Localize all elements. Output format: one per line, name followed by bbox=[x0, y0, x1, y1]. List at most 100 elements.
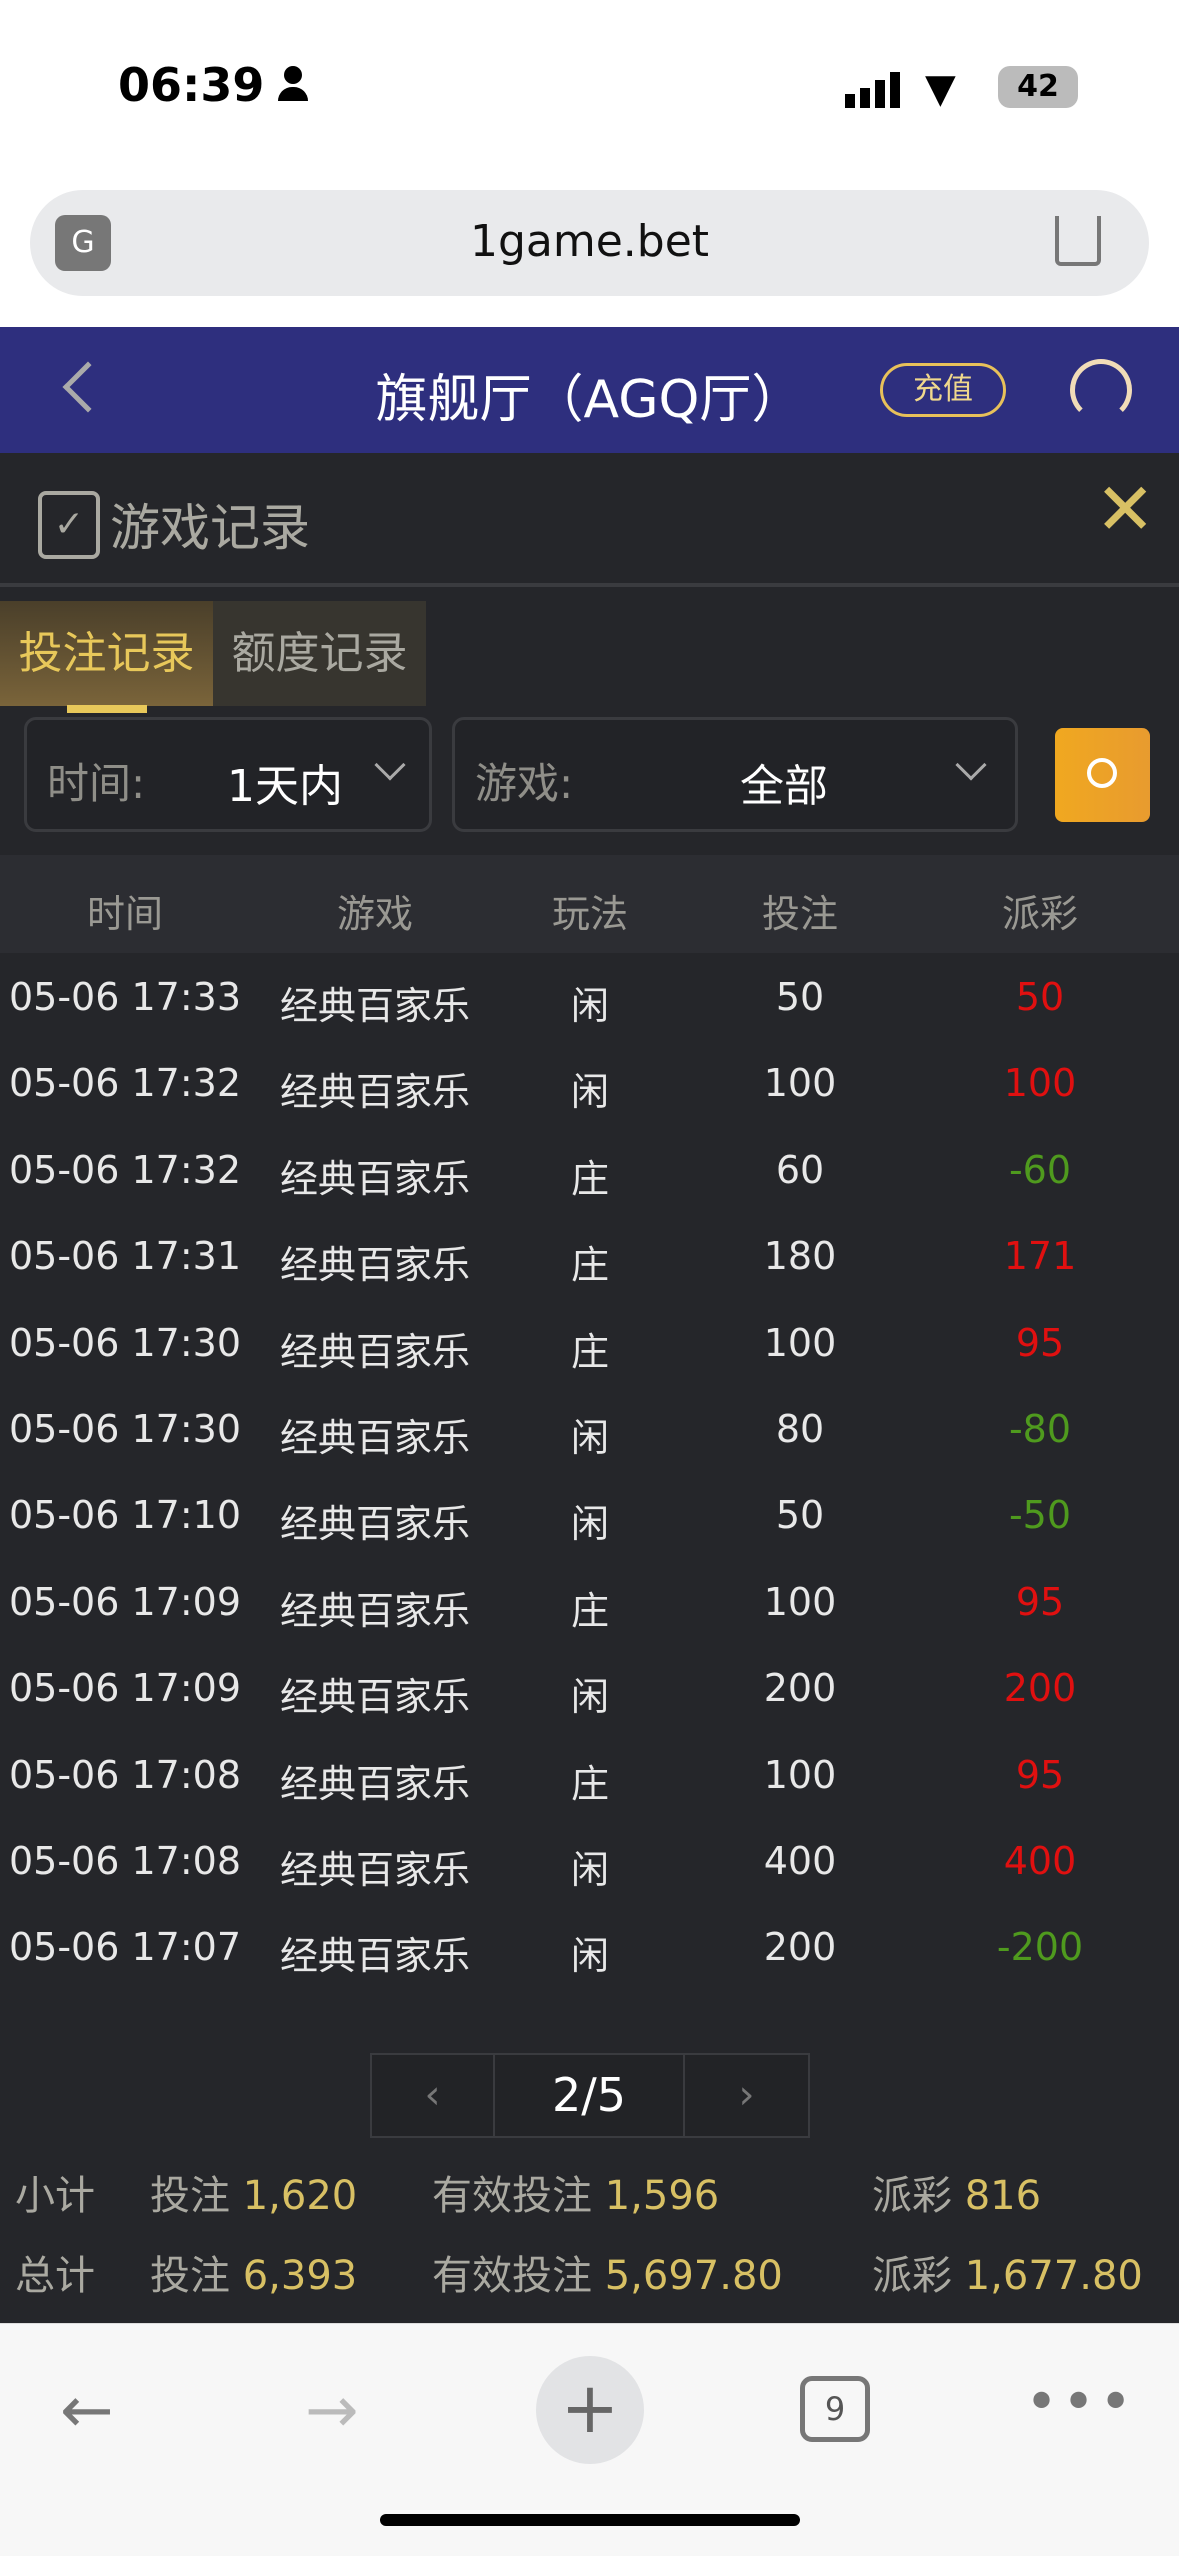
table-row: 05-06 17:30 经典百家乐 闲 80 -80 bbox=[0, 1385, 1179, 1471]
cell-time: 05-06 17:08 bbox=[8, 1839, 241, 1883]
prev-page-button[interactable]: ‹ bbox=[372, 2055, 495, 2136]
cell-play: 闲 bbox=[570, 1416, 609, 1460]
back-arrow-icon[interactable]: ← bbox=[60, 2374, 114, 2448]
game-filter[interactable]: 游戏: 全部 bbox=[452, 717, 1018, 832]
wifi-icon: ▼ bbox=[925, 66, 956, 112]
close-icon[interactable]: ✕ bbox=[1095, 467, 1156, 551]
game-filter-label: 游戏: bbox=[475, 759, 574, 808]
cell-payout: 95 bbox=[1015, 1752, 1065, 1797]
subtotal-row: 小计 bbox=[15, 2163, 95, 2221]
cell-play: 闲 bbox=[570, 984, 609, 1028]
table-row: 05-06 17:10 经典百家乐 闲 50 -50 bbox=[0, 1471, 1179, 1557]
column-play: 玩法 bbox=[551, 892, 628, 936]
cell-game: 经典百家乐 bbox=[279, 1502, 470, 1547]
table-row: 05-06 17:08 经典百家乐 庄 100 95 bbox=[0, 1731, 1179, 1817]
clock: 06:39 bbox=[118, 58, 265, 112]
cell-time: 05-06 17:32 bbox=[8, 1147, 241, 1192]
cell-bet: 400 bbox=[763, 1839, 837, 1883]
value: 1,596 bbox=[604, 2173, 720, 2219]
tabs-count: 9 bbox=[824, 2390, 846, 2428]
label: 派彩 bbox=[872, 2173, 952, 2219]
tabs-button[interactable]: 9 bbox=[800, 2376, 870, 2442]
cell-play: 庄 bbox=[570, 1761, 609, 1806]
table-row: 05-06 17:32 经典百家乐 庄 60 -60 bbox=[0, 1126, 1179, 1212]
cell-bet: 60 bbox=[775, 1147, 825, 1192]
translate-icon[interactable]: G bbox=[55, 215, 111, 271]
cell-play: 庄 bbox=[570, 1156, 609, 1201]
cell-play: 庄 bbox=[570, 1329, 609, 1374]
signal-icon bbox=[845, 70, 905, 108]
subtotal-valid-bet: 有效投注 1,596 bbox=[432, 2163, 719, 2221]
cell-bet: 100 bbox=[763, 1579, 837, 1624]
recharge-button[interactable]: 充值 bbox=[880, 363, 1006, 417]
tab-bet-records[interactable]: 投注记录 bbox=[0, 601, 213, 706]
subtotal-payout: 派彩 816 bbox=[872, 2163, 1041, 2221]
cell-play: 闲 bbox=[570, 1675, 609, 1720]
pagination: ‹ 2/5 › bbox=[370, 2053, 810, 2138]
address-bar[interactable]: G 1game.bet bbox=[30, 190, 1149, 296]
table-header: 时间 游戏 玩法 投注 派彩 bbox=[0, 855, 1179, 953]
table-row: 05-06 17:32 经典百家乐 闲 100 100 bbox=[0, 1039, 1179, 1125]
cell-payout: 50 bbox=[1015, 975, 1065, 1019]
cell-time: 05-06 17:08 bbox=[8, 1752, 241, 1797]
table-row: 05-06 17:31 经典百家乐 庄 180 171 bbox=[0, 1212, 1179, 1298]
battery-icon: 42 bbox=[998, 66, 1078, 108]
tab-balance-records[interactable]: 额度记录 bbox=[213, 601, 426, 706]
time-filter-value: 1天内 bbox=[227, 761, 343, 812]
total-valid-bet: 有效投注 5,697.80 bbox=[432, 2243, 783, 2301]
label: 投注 bbox=[150, 2253, 230, 2299]
status-bar: 06:39 ▼ 42 bbox=[0, 0, 1179, 170]
person-icon bbox=[278, 66, 308, 102]
column-payout: 派彩 bbox=[1001, 892, 1078, 936]
cell-game: 经典百家乐 bbox=[279, 1416, 470, 1460]
label: 有效投注 bbox=[432, 2253, 592, 2299]
cell-time: 05-06 17:10 bbox=[8, 1493, 241, 1538]
forward-arrow-icon[interactable]: → bbox=[305, 2374, 359, 2448]
cell-time: 05-06 17:30 bbox=[8, 1320, 241, 1365]
column-time: 时间 bbox=[86, 892, 163, 936]
cell-game: 经典百家乐 bbox=[279, 984, 470, 1028]
cell-play: 闲 bbox=[570, 1070, 609, 1115]
cell-bet: 180 bbox=[763, 1234, 837, 1279]
value: 6,393 bbox=[242, 2253, 358, 2299]
cell-time: 05-06 17:07 bbox=[8, 1925, 241, 1970]
chevron-down-icon bbox=[374, 749, 406, 781]
cell-time: 05-06 17:30 bbox=[8, 1407, 241, 1451]
game-record-panel: ✓ 游戏记录 ✕ 投注记录 额度记录 时间: 1天内 游戏: 全部 时间 游戏 … bbox=[0, 453, 1179, 2323]
cell-game: 经典百家乐 bbox=[279, 1848, 470, 1892]
url-text[interactable]: 1game.bet bbox=[469, 216, 710, 267]
total-label: 总计 bbox=[15, 2253, 95, 2299]
next-page-button[interactable]: › bbox=[738, 2072, 755, 2118]
cell-play: 庄 bbox=[570, 1243, 609, 1288]
more-icon[interactable]: ••• bbox=[1025, 2370, 1137, 2435]
value: 816 bbox=[964, 2173, 1042, 2219]
app-header: 旗舰厅（AGQ厅） 充值 bbox=[0, 327, 1179, 453]
table-row: 05-06 17:09 经典百家乐 闲 200 200 bbox=[0, 1644, 1179, 1730]
subtotal-label: 小计 bbox=[15, 2173, 95, 2219]
page-title: 旗舰厅（AGQ厅） bbox=[375, 370, 804, 430]
cell-payout: 200 bbox=[1003, 1666, 1077, 1711]
table-row: 05-06 17:07 经典百家乐 闲 200 -200 bbox=[0, 1903, 1179, 1989]
cell-play: 闲 bbox=[570, 1934, 609, 1979]
cell-bet: 100 bbox=[763, 1752, 837, 1797]
cell-game: 经典百家乐 bbox=[279, 1329, 470, 1374]
table-row: 05-06 17:09 经典百家乐 庄 100 95 bbox=[0, 1558, 1179, 1644]
cell-payout: 95 bbox=[1015, 1579, 1065, 1624]
cell-game: 经典百家乐 bbox=[279, 1243, 470, 1288]
cell-bet: 100 bbox=[763, 1061, 837, 1106]
cell-bet: 200 bbox=[763, 1666, 837, 1711]
cell-time: 05-06 17:32 bbox=[8, 1061, 241, 1106]
cell-payout: 400 bbox=[1003, 1839, 1077, 1883]
cell-bet: 100 bbox=[763, 1320, 837, 1365]
headset-icon[interactable] bbox=[1070, 359, 1132, 421]
cell-bet: 50 bbox=[775, 975, 825, 1019]
search-button[interactable] bbox=[1055, 728, 1150, 822]
column-game: 游戏 bbox=[336, 892, 413, 936]
time-filter[interactable]: 时间: 1天内 bbox=[24, 717, 432, 832]
page-indicator: 2/5 bbox=[495, 2055, 685, 2136]
column-bet: 投注 bbox=[761, 892, 838, 936]
cell-payout: -60 bbox=[1008, 1147, 1072, 1192]
share-icon[interactable] bbox=[1055, 216, 1101, 266]
new-tab-button[interactable]: + bbox=[536, 2356, 644, 2464]
cell-payout: 100 bbox=[1003, 1061, 1077, 1106]
